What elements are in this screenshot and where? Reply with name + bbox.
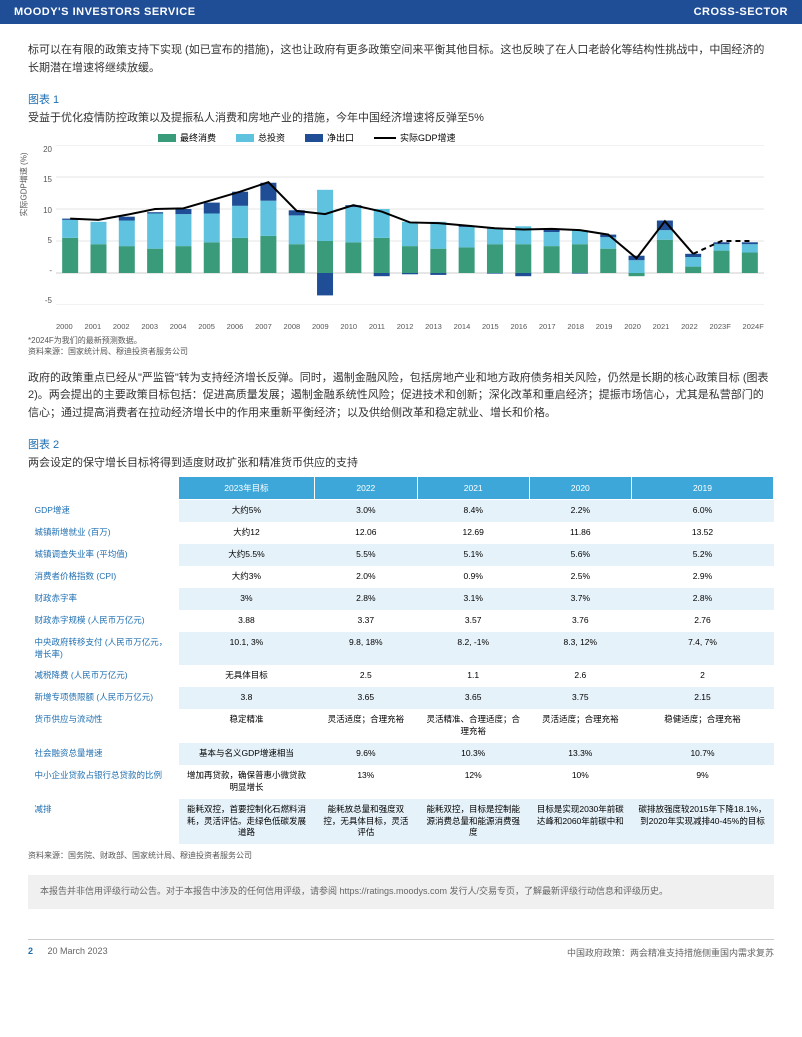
chart1-y-label: 实际GDP增速 (%) <box>19 153 30 217</box>
footer-date: 20 March 2023 <box>48 946 108 956</box>
page-footer: 2 20 March 2023 中国政府政策：两会精准支持措施侧重国内需求复苏 <box>28 939 774 959</box>
footer-doc-title: 中国政府政策：两会精准支持措施侧重国内需求复苏 <box>567 946 774 959</box>
fig2-title: 两会设定的保守增长目标将得到适度财政扩张和精准货币供应的支持 <box>28 454 774 470</box>
chart1-x-ticks: 2000200120022003200420052006200720082009… <box>56 322 764 331</box>
table2: 2023年目标2022202120202019 GDP增速大约5%3.0%8.4… <box>28 476 774 844</box>
fig1-title: 受益于优化疫情防控政策以及提振私人消费和房地产业的措施，今年中国经济增速将反弹至… <box>28 109 774 125</box>
section-label: CROSS-SECTOR <box>694 6 788 18</box>
page-content: 标可以在有限的政策支持下实现 (如已宣布的措施)，这也让政府有更多政策空间来平衡… <box>0 24 802 919</box>
table2-head: 2023年目标2022202120202019 <box>29 477 774 500</box>
page-number: 2 <box>28 946 33 956</box>
fig2-label: 图表 2 <box>28 436 774 452</box>
chart1-container: 最终消费总投资净出口实际GDP增速 实际GDP增速 (%) 2015105--5… <box>28 131 768 331</box>
fig2-source: 资料来源：国务院、财政部、国家统计局、穆迪投资者服务公司 <box>28 850 774 861</box>
paragraph-2: 政府的政策重点已经从"严监管"转为支持经济增长反弹。同时，遏制金融风险，包括房地… <box>28 370 774 423</box>
chart1-y-ticks: 2015105--5 <box>36 145 52 305</box>
footer-left: 2 20 March 2023 <box>28 946 108 959</box>
fig1-footnote: *2024F为我们的最新预测数据。 资料来源：国家统计局、穆迪投资者服务公司 <box>28 335 774 357</box>
intro-paragraph: 标可以在有限的政策支持下实现 (如已宣布的措施)，这也让政府有更多政策空间来平衡… <box>28 42 774 77</box>
disclaimer-box: 本报告并非信用评级行动公告。对于本报告中涉及的任何信用评级，请参阅 https:… <box>28 875 774 909</box>
table2-body: GDP增速大约5%3.0%8.4%2.2%6.0%城镇新增就业 (百万)大约12… <box>29 500 774 845</box>
fig1-footnote-a: *2024F为我们的最新预测数据。 <box>28 335 774 346</box>
brand-label: MOODY'S INVESTORS SERVICE <box>14 6 196 18</box>
fig1-footnote-b: 资料来源：国家统计局、穆迪投资者服务公司 <box>28 346 774 357</box>
header-band: MOODY'S INVESTORS SERVICE CROSS-SECTOR <box>0 0 802 24</box>
chart1-legend: 最终消费总投资净出口实际GDP增速 <box>158 131 456 144</box>
chart1-svg <box>56 145 764 305</box>
fig1-label: 图表 1 <box>28 91 774 107</box>
